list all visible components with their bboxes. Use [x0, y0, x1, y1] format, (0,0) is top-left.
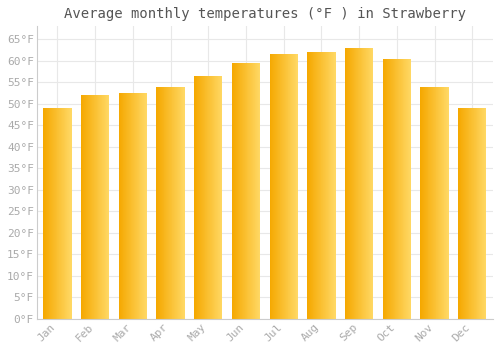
Title: Average monthly temperatures (°F ) in Strawberry: Average monthly temperatures (°F ) in St… — [64, 7, 466, 21]
